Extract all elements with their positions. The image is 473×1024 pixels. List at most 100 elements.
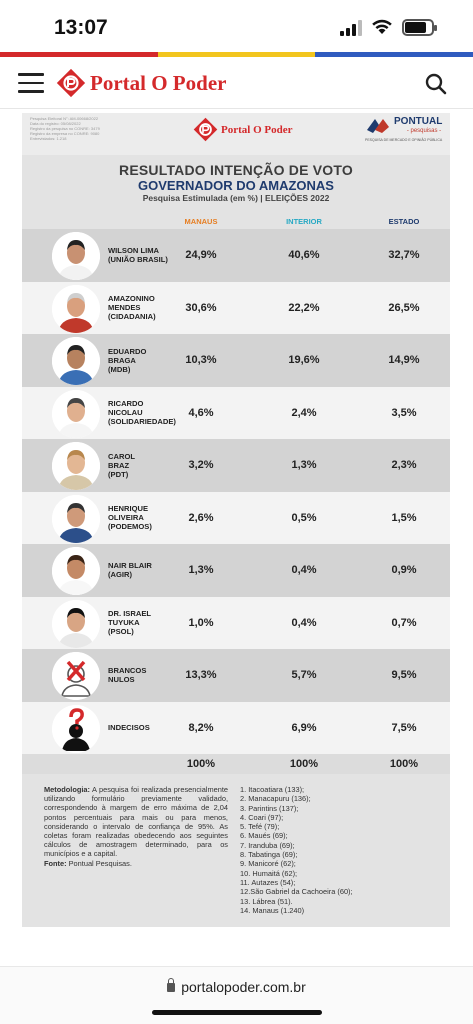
- column-header-estado: ESTADO: [388, 217, 420, 226]
- value-interior: 0,4%: [291, 616, 317, 629]
- registry-line: Entrevistados: 1.218: [30, 136, 67, 141]
- candidate-row: EDUARDO BRAGA (MDB) 10,3% 19,6% 14,9%: [22, 334, 450, 387]
- value-estado: 26,5%: [388, 301, 420, 314]
- candidate-name-line: NICOLAU: [108, 408, 143, 418]
- candidate-name-line: NAIR BLAIR: [108, 561, 152, 571]
- candidate-photo: [52, 547, 100, 595]
- candidate-photo: [52, 232, 100, 280]
- value-manaus: 1,3%: [188, 564, 214, 577]
- value-estado: 2,3%: [391, 459, 417, 472]
- value-estado: 32,7%: [388, 249, 420, 262]
- candidate-name-line: (PDT): [108, 469, 129, 479]
- cellular-signal-icon: [340, 20, 362, 36]
- candidate-name-line: (MDB): [108, 364, 131, 374]
- value-manaus: 3,2%: [188, 459, 214, 472]
- city-item: 5. Tefé (79);: [240, 822, 280, 832]
- candidate-photo: [52, 442, 100, 490]
- home-indicator[interactable]: [152, 1010, 322, 1015]
- pollster-sub: - pesquisas -: [406, 128, 442, 134]
- strip-yellow: [157, 52, 316, 57]
- candidate-row: RICARDO NICOLAU (SOLIDARIEDADE) 4,6% 2,4% 3,5…: [22, 386, 450, 440]
- candidate-row: CAROL BRAZ (PDT) 3,2% 1,3% 2,3%: [22, 439, 450, 492]
- city-item: 1. Itacoatiara (133);: [240, 785, 305, 794]
- results-table: WILSON LIMA (UNIÃO BRASIL) 24,9% 40,6% 32,7%…: [22, 229, 450, 754]
- candidate-row: DR. ISRAEL TUYUKA (PSOL) 1,0% 0,4% 0,7%: [22, 596, 450, 650]
- candidate-name: INDECISOS: [108, 702, 198, 755]
- brand-color-strip: [0, 52, 473, 57]
- search-icon[interactable]: [425, 73, 447, 95]
- poll-subtitle: GOVERNADOR DO AMAZONAS: [138, 178, 334, 193]
- value-interior: 5,7%: [291, 669, 317, 682]
- undecided-icon: [52, 704, 100, 753]
- registry-line: Pesquisa Eleitoral N°: AM-00668/2022: [30, 116, 99, 121]
- url-text: portalopoder.com.br: [181, 979, 306, 995]
- poll-caption: Pesquisa Estimulada (em %) | ELEIÇÕES 20…: [142, 193, 330, 203]
- candidate-photo: [52, 284, 100, 333]
- total-estado: 100%: [389, 758, 419, 770]
- candidate-name-line: HENRIQUE: [108, 504, 149, 514]
- poll-title: RESULTADO INTENÇÃO DE VOTO: [119, 162, 353, 178]
- candidate-photo: [52, 599, 100, 648]
- candidate-name-line: OLIVEIRA: [108, 513, 144, 523]
- candidate-name-line: INDECISOS: [108, 723, 150, 733]
- city-item: 13. Lábrea (51).: [240, 896, 293, 906]
- candidate-name-line: (UNIÃO BRASIL): [108, 255, 168, 265]
- candidate-name-line: MENDES: [108, 303, 141, 313]
- strip-blue: [315, 52, 473, 57]
- card-header: Pesquisa Eleitoral N°: AM-00668/2022 Data…: [22, 113, 450, 155]
- candidate-name-line: (PSOL): [108, 627, 134, 637]
- city-item: 11. Autazes (54);: [240, 877, 296, 887]
- column-header-manaus: MANAUS: [184, 217, 218, 226]
- registry-line: Registro da pesquisa no CONRE: 3479: [30, 126, 100, 131]
- candidate-row: HENRIQUE OLIVEIRA (PODEMOS) 2,6% 0,5% 1,5%: [22, 491, 450, 545]
- pollster-name: PONTUAL: [394, 116, 443, 127]
- total-manaus: 100%: [186, 758, 216, 770]
- status-time: 13:07: [54, 16, 108, 39]
- strip-red: [0, 52, 158, 57]
- candidate-row: INDECISOS 8,2% 6,9% 7,5%: [22, 701, 450, 755]
- candidate-name: RICARDO NICOLAU (SOLIDARIEDADE): [108, 387, 198, 440]
- candidate-photo: [52, 389, 100, 438]
- candidate-name: CAROL BRAZ (PDT): [108, 439, 198, 492]
- candidate-name-line: AMAZONINO: [108, 294, 155, 304]
- candidate-name-line: NULOS: [108, 675, 135, 685]
- candidate-name: DR. ISRAEL TUYUKA (PSOL): [108, 597, 198, 650]
- city-item: 8. Tabatinga (69);: [240, 850, 298, 860]
- battery-icon: [402, 19, 437, 36]
- city-item: 6. Maués (69);: [240, 831, 288, 841]
- candidate-name-line: (SOLIDARIEDADE): [108, 417, 176, 427]
- address-url[interactable]: portalopoder.com.br: [0, 978, 473, 995]
- menu-icon[interactable]: [18, 73, 44, 93]
- browser-address-bar: portalopoder.com.br: [0, 966, 473, 1024]
- value-estado: 0,7%: [391, 616, 417, 629]
- methodology-text: Metodologia: A pesquisa foi realizada pr…: [44, 785, 228, 868]
- city-item: 2. Manacapuru (136);: [240, 794, 311, 804]
- value-interior: 40,6%: [288, 249, 320, 262]
- city-item: 10. Humaitá (62);: [240, 868, 298, 878]
- candidate-name-line: WILSON LIMA: [108, 246, 160, 256]
- pollster-desc: PESQUISA DE MERCADO E OPINIÃO PÚBLICA: [365, 138, 443, 142]
- candidate-name: HENRIQUE OLIVEIRA (PODEMOS): [108, 492, 198, 545]
- site-header: Portal O Poder: [0, 57, 473, 109]
- candidate-name: WILSON LIMA (UNIÃO BRASIL): [108, 229, 198, 282]
- value-interior: 0,5%: [291, 511, 317, 524]
- card-brand-logo: Portal O Poder: [193, 117, 292, 142]
- candidate-name: EDUARDO BRAGA (MDB): [108, 334, 198, 387]
- total-interior: 100%: [289, 758, 319, 770]
- site-brand-name: Portal O Poder: [90, 70, 227, 95]
- value-interior: 6,9%: [291, 721, 317, 734]
- methodology-label: Metodologia:: [44, 785, 90, 794]
- city-item: 9. Manicoré (62);: [240, 859, 296, 869]
- candidate-name-line: DR. ISRAEL: [108, 609, 152, 619]
- site-logo[interactable]: Portal O Poder: [56, 67, 226, 99]
- lock-icon: [167, 978, 176, 992]
- candidate-name-line: EDUARDO: [108, 346, 147, 356]
- candidate-name-line: TUYUKA: [108, 618, 140, 628]
- value-interior: 22,2%: [288, 301, 320, 314]
- candidate-row: NAIR BLAIR (AGIR) 1,3% 0,4% 0,9%: [22, 544, 450, 597]
- candidate-row: BRANCOS NULOS 13,3% 5,7% 9,5%: [22, 649, 450, 702]
- value-interior: 0,4%: [291, 564, 317, 577]
- value-interior: 1,3%: [291, 459, 317, 472]
- value-manaus: 8,2%: [188, 721, 214, 734]
- blank-vote-icon: [52, 652, 100, 700]
